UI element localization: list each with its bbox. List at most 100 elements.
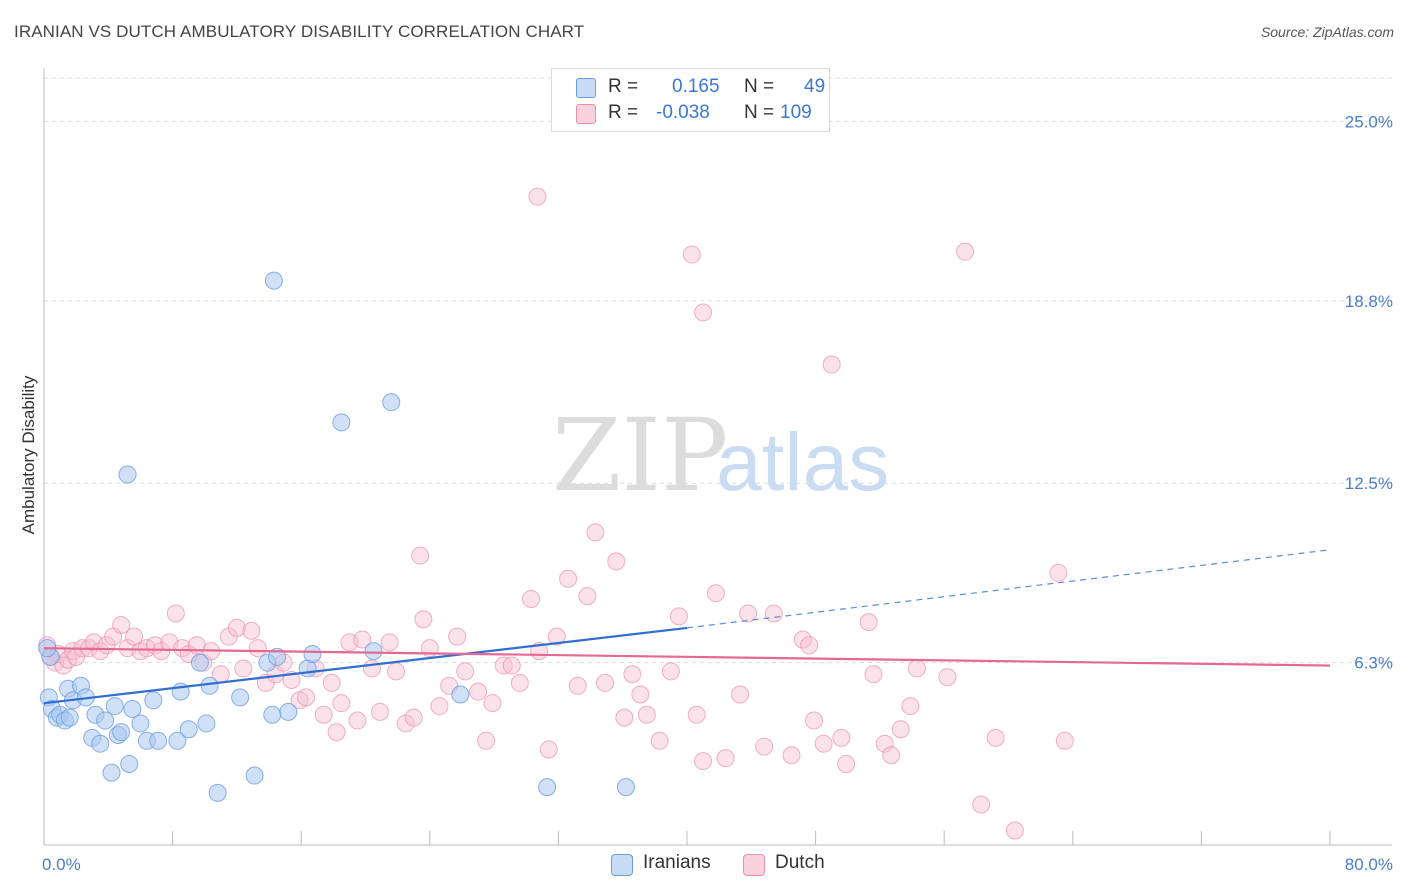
dutch-point bbox=[804, 711, 823, 730]
dutch-point bbox=[414, 610, 433, 629]
iranian-point bbox=[451, 685, 470, 704]
trend-lines bbox=[43, 549, 1331, 705]
iranian-point bbox=[245, 766, 264, 785]
y-tick-label: 12.5% bbox=[1345, 474, 1393, 493]
dutch-point bbox=[234, 659, 253, 678]
dutch-point bbox=[623, 665, 642, 684]
y-tick-label: 6.3% bbox=[1354, 654, 1393, 673]
dutch-point bbox=[522, 589, 541, 608]
dutch-point bbox=[586, 523, 605, 542]
dutch-trend-line bbox=[43, 647, 1331, 667]
x-tick-label: 80.0% bbox=[1345, 855, 1393, 874]
dutch-point bbox=[631, 685, 650, 704]
iranian-trend-extension bbox=[686, 549, 1331, 629]
bottom-legend-label-dutch: Dutch bbox=[775, 852, 825, 873]
dutch-point bbox=[166, 604, 185, 623]
dutch-point bbox=[559, 569, 578, 588]
y-axis-label: Ambulatory Disability bbox=[19, 375, 38, 534]
dutch-point bbox=[353, 630, 372, 649]
legend-n-label: N = bbox=[744, 102, 775, 123]
iranian-point bbox=[268, 647, 287, 666]
iranian-point bbox=[264, 271, 283, 290]
x-tick-label: 0.0% bbox=[42, 855, 81, 874]
dutch-point bbox=[907, 659, 926, 678]
dutch-point bbox=[682, 245, 701, 264]
dutch-point bbox=[448, 627, 467, 646]
iranian-point bbox=[197, 714, 216, 733]
dutch-point bbox=[607, 552, 626, 571]
dutch-point bbox=[112, 616, 131, 635]
dutch-point bbox=[669, 607, 688, 626]
dutch-point bbox=[859, 613, 878, 632]
iranian-point bbox=[332, 413, 351, 432]
dutch-point bbox=[814, 734, 833, 753]
dutch-point bbox=[430, 697, 449, 716]
dutch-point bbox=[370, 702, 389, 721]
correlation-legend: R = 0.165 N = 49 R = -0.038 N = 109 bbox=[551, 68, 830, 132]
dutch-point bbox=[502, 656, 521, 675]
dutch-point bbox=[348, 711, 367, 730]
dutch-point bbox=[528, 187, 547, 206]
iranian-point bbox=[538, 778, 557, 797]
dutch-point bbox=[380, 633, 399, 652]
grid-lines bbox=[44, 77, 1392, 664]
iranian-point bbox=[279, 702, 298, 721]
iranian-point bbox=[123, 699, 142, 718]
dutch-point bbox=[1005, 821, 1024, 840]
iranian-point bbox=[364, 642, 383, 661]
iranian-point bbox=[231, 688, 250, 707]
dutch-point bbox=[882, 746, 901, 765]
iranian-point bbox=[190, 653, 209, 672]
dutch-point bbox=[800, 636, 819, 655]
dutch-point bbox=[539, 740, 558, 759]
dutch-point bbox=[986, 728, 1005, 747]
chart-title: IRANIAN VS DUTCH AMBULATORY DISABILITY C… bbox=[14, 22, 585, 41]
iranian-point bbox=[382, 393, 401, 412]
dutch-point bbox=[891, 720, 910, 739]
legend-n-label: N = bbox=[744, 76, 775, 97]
dutch-point bbox=[322, 673, 341, 692]
dutch-point bbox=[387, 662, 406, 681]
bottom-legend-swatch-blue bbox=[611, 854, 633, 876]
iranian-point bbox=[200, 676, 219, 695]
dutch-point bbox=[822, 355, 841, 374]
iranian-point bbox=[179, 720, 198, 739]
iranian-point bbox=[105, 697, 124, 716]
dutch-point bbox=[411, 546, 430, 565]
iranian-point bbox=[60, 708, 79, 727]
iranian-point bbox=[120, 754, 139, 773]
legend-r-label: R = bbox=[608, 102, 639, 123]
iranian-point bbox=[263, 705, 282, 724]
dutch-point bbox=[332, 694, 351, 713]
dutch-point bbox=[596, 673, 615, 692]
dutch-point bbox=[782, 746, 801, 765]
iranian-point bbox=[102, 763, 121, 782]
dutch-point bbox=[314, 705, 333, 724]
legend-n-value: 109 bbox=[780, 102, 812, 123]
dutch-point bbox=[242, 621, 261, 640]
iranian-point bbox=[118, 465, 137, 484]
dutch-point bbox=[54, 656, 73, 675]
dutch-point bbox=[510, 673, 529, 692]
dutch-point bbox=[637, 705, 656, 724]
dutch-point bbox=[650, 731, 669, 750]
dutch-point bbox=[706, 584, 725, 603]
iranian-point bbox=[144, 691, 163, 710]
tick-labels: 6.3% 12.5% 18.8% 25.0% 0.0% 80.0% bbox=[42, 112, 1393, 874]
legend-swatch-blue bbox=[576, 78, 596, 98]
dutch-point bbox=[1055, 731, 1074, 750]
dutch-point bbox=[456, 662, 475, 681]
dutch-point bbox=[362, 659, 381, 678]
dutch-point bbox=[578, 587, 597, 606]
dutch-point bbox=[469, 682, 488, 701]
iranian-point bbox=[91, 734, 110, 753]
dutch-point bbox=[483, 694, 502, 713]
iranian-point bbox=[149, 731, 168, 750]
dutch-point bbox=[956, 242, 975, 261]
dutch-point bbox=[694, 752, 713, 771]
dutch-point bbox=[1049, 563, 1068, 582]
y-tick-label: 18.8% bbox=[1345, 292, 1393, 311]
dutch-point bbox=[547, 627, 566, 646]
iranian-point bbox=[616, 778, 635, 797]
